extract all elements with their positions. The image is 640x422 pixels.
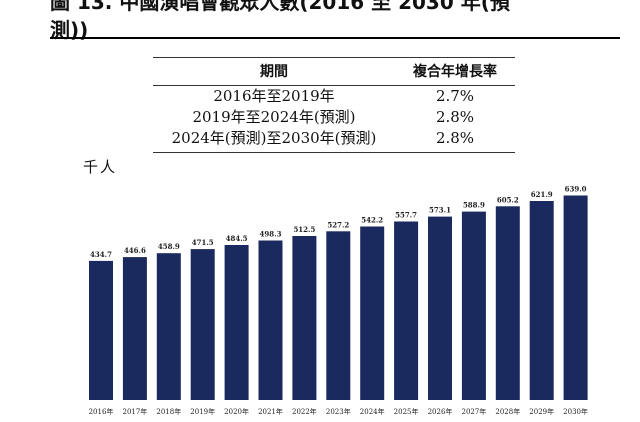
x-tick-label: 2021年: [258, 407, 283, 416]
bar-value-label: 542.2: [361, 216, 383, 225]
x-tick-label: 2028年: [495, 407, 520, 416]
x-tick-label: 2025年: [394, 407, 419, 416]
cagr-header-rate: 複合年增長率: [395, 57, 515, 86]
figure-title-line1: 圖 13. 中國演唱會觀眾人數(2016 至 2030 年(預: [50, 0, 510, 14]
bar: [122, 257, 147, 400]
x-tick-label: 2022年: [292, 407, 317, 416]
cagr-period: 2019年至2024年(預測): [192, 108, 356, 126]
cagr-table: 期間 複合年增長率 2016年至2019年 2.7% 2019年至2024年(預…: [153, 57, 515, 153]
bar-value-label: 621.9: [531, 190, 553, 199]
bar-value-label: 557.7: [395, 211, 417, 220]
bar: [428, 216, 452, 400]
y-unit-label: 千人: [83, 158, 118, 176]
x-tick-label: 2020年: [224, 407, 249, 416]
bar: [529, 201, 554, 400]
bar: [461, 211, 486, 400]
bar: [360, 226, 385, 400]
x-tick-label: 2017年: [122, 407, 147, 416]
bar-value-label: 527.2: [327, 220, 349, 229]
bar: [394, 221, 419, 400]
cagr-rate: 2.7%: [435, 87, 475, 105]
bar-value-label: 484.5: [226, 234, 248, 243]
x-tick-label: 2030年: [563, 407, 588, 416]
bar: [495, 206, 520, 400]
x-tick-label: 2019年: [190, 407, 215, 416]
cagr-table-header-row: 期間 複合年增長率: [153, 57, 515, 86]
cagr-header-period: 期間: [153, 57, 395, 86]
bar: [224, 245, 249, 400]
bar: [292, 236, 317, 400]
bar: [258, 240, 283, 400]
bar-value-label: 471.5: [192, 238, 214, 247]
bar-value-label: 458.9: [158, 242, 180, 251]
bar: [89, 260, 113, 400]
x-tick-label: 2024年: [360, 407, 385, 416]
bar: [190, 249, 215, 400]
bar-value-label: 498.3: [260, 230, 282, 239]
x-tick-label: 2027年: [461, 407, 486, 416]
bar-value-label: 605.2: [497, 195, 519, 204]
bar-value-label: 639.0: [565, 185, 587, 194]
cagr-table-row: 2024年(預測)至2030年(預測) 2.8%: [153, 128, 515, 153]
x-tick-label: 2029年: [529, 407, 554, 416]
bar: [563, 195, 588, 400]
cagr-rate: 2.8%: [395, 128, 515, 153]
cagr-rate: 2.8%: [435, 108, 475, 126]
x-tick-label: 2018年: [156, 407, 181, 416]
cagr-table-row: 2019年至2024年(預測) 2.8%: [153, 107, 515, 128]
bar: [326, 231, 351, 400]
title-divider: [50, 37, 620, 39]
cagr-table-row: 2016年至2019年 2.7%: [153, 86, 515, 108]
cagr-period: 2024年(預測)至2030年(預測): [153, 128, 395, 153]
x-tick-label: 2016年: [89, 407, 114, 416]
bar: [156, 253, 181, 400]
cagr-period: 2016年至2019年: [213, 87, 335, 105]
bar-value-label: 512.5: [293, 225, 315, 234]
bar-value-label: 588.9: [463, 201, 485, 210]
x-tick-label: 2023年: [326, 407, 351, 416]
bar-value-label: 573.1: [429, 206, 451, 215]
bar-value-label: 434.7: [90, 250, 112, 259]
x-tick-label: 2026年: [428, 407, 453, 416]
bar-value-label: 446.6: [124, 246, 146, 255]
